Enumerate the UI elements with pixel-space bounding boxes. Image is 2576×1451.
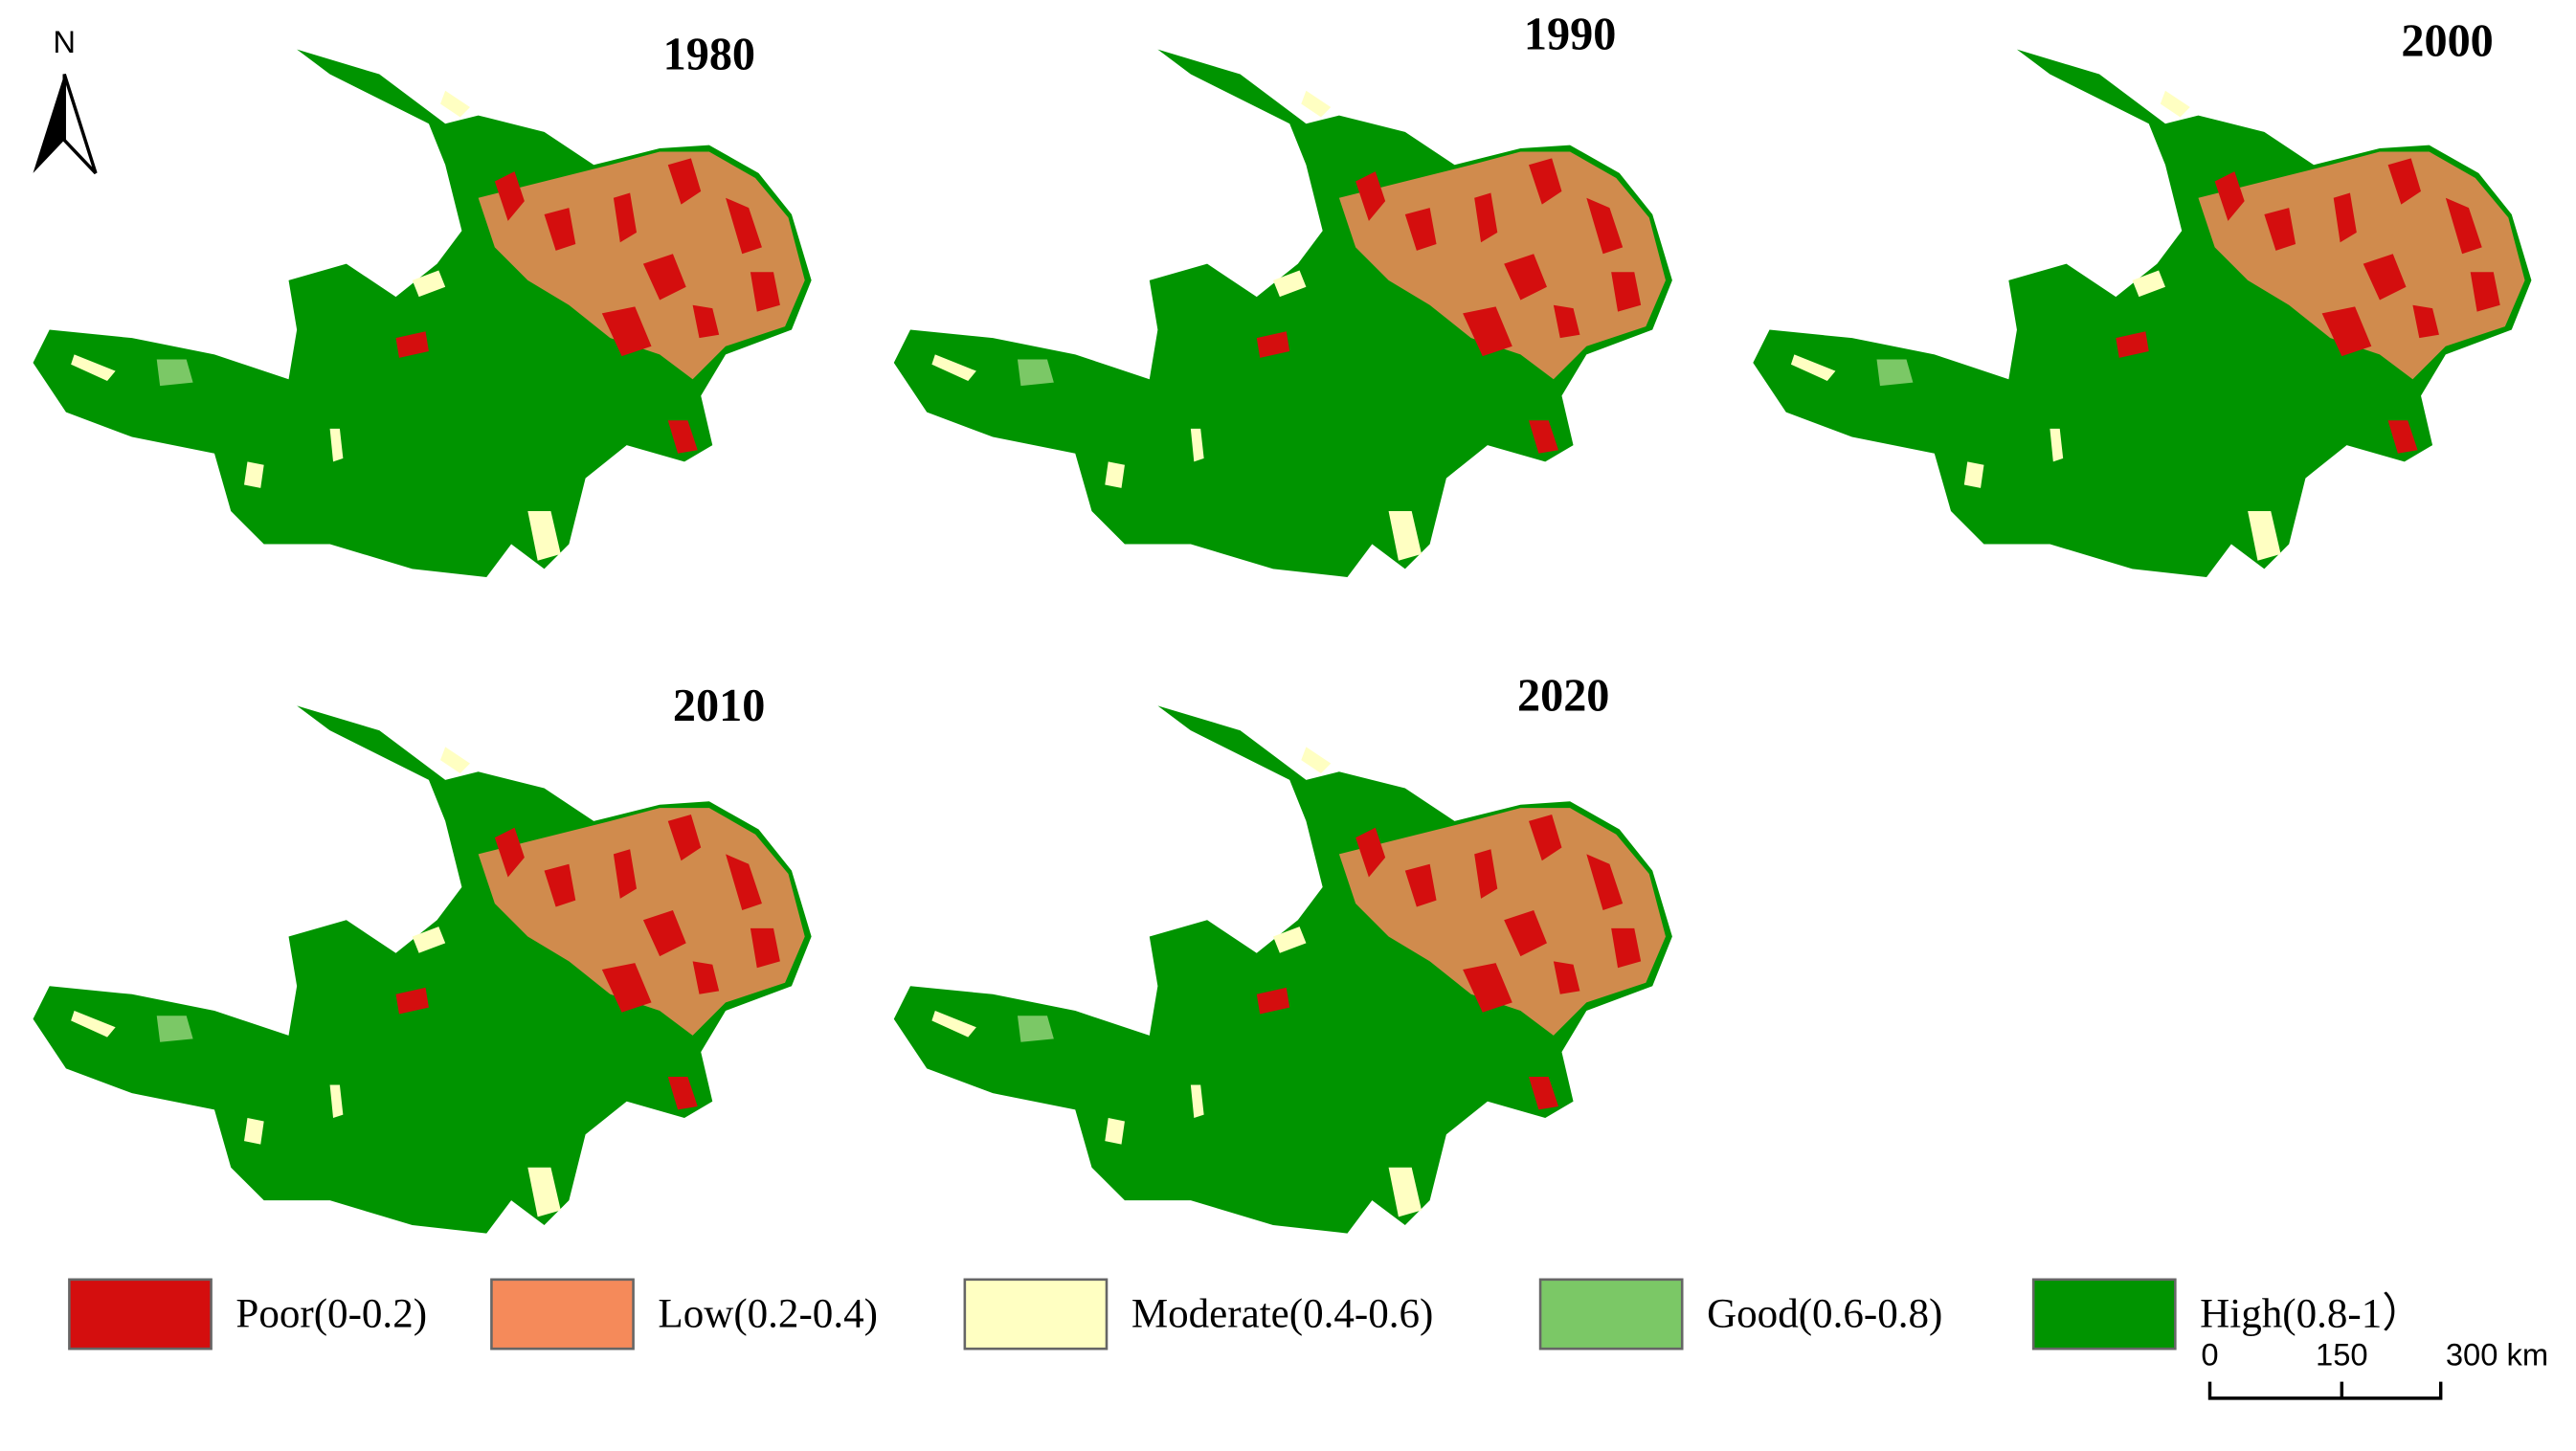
map-shape [893,705,1672,1234]
map-shape [1753,49,2532,577]
map-panel [893,49,1672,577]
arrow-left [33,74,65,173]
legend-label: Moderate(0.4-0.6) [1131,1291,1434,1336]
map-shape [33,705,812,1234]
legend-swatch [1538,1278,1684,1351]
map-shape [893,49,1672,577]
legend: Poor(0-0.2) Low(0.2-0.4) Moderate(0.4-0.6)… [68,1278,2423,1351]
map-panel [1753,49,2532,577]
scale-bar: 0 150 300 km [2201,1336,2548,1400]
legend-label: High(0.8-1） [2200,1291,2423,1336]
legend-swatch [2031,1278,2177,1351]
arrow-right [62,74,98,175]
panel-title: 2010 [673,681,765,731]
scale-label: 300 km [2446,1336,2548,1372]
scale-line [2207,1381,2443,1400]
scale-label: 150 [2316,1336,2368,1372]
scale-label: 0 [2201,1336,2218,1372]
map-panel [893,705,1672,1234]
map-shape [33,49,812,577]
panel-title: 2000 [2401,16,2493,67]
panel-title: 1990 [1524,10,1616,60]
legend-swatch [963,1278,1109,1351]
north-arrow: N [33,24,98,175]
panels: 1980 1990 2000 2010 2020 [33,10,2532,1234]
legend-label: Poor(0-0.2) [235,1291,427,1336]
map-panel [33,705,812,1234]
legend-label: Low(0.2-0.4) [658,1291,878,1336]
legend-swatch [490,1278,635,1351]
panel-title: 1980 [663,29,755,79]
legend-label: Good(0.6-0.8) [1707,1291,1942,1336]
panel-title: 2020 [1517,670,1609,721]
map-panel [33,49,812,577]
legend-swatch [68,1278,213,1351]
north-label: N [53,24,76,59]
